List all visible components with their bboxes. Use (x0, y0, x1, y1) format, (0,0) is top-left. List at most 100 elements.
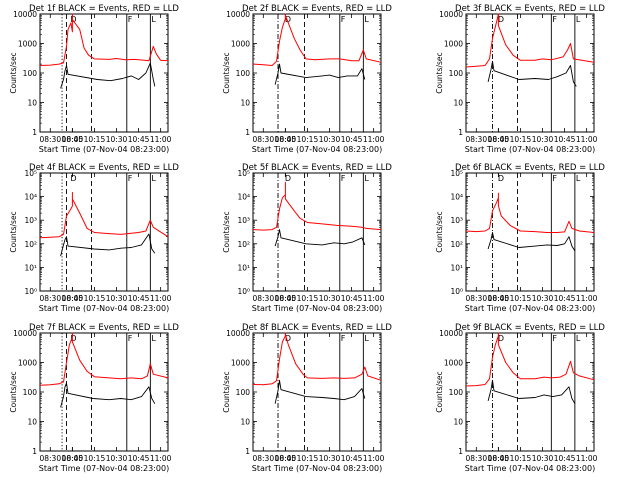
x-tick-label: 10:15 (297, 135, 319, 144)
black-series-line (487, 232, 576, 252)
x-tick-label: 10:45 (128, 294, 150, 303)
y-tick-label: 100 (23, 388, 38, 397)
y-tick-label: 10000 (439, 10, 463, 19)
y-tick-label: 10¹ (24, 263, 37, 272)
y-tick-label: 10 (240, 99, 250, 108)
black-series-line (60, 382, 156, 408)
y-tick-label: 1000 (231, 359, 250, 368)
x-tick-label: 08:30 (465, 454, 487, 463)
y-tick-label: 1000 (18, 359, 37, 368)
y-tick-label: 10 (27, 99, 37, 108)
x-axis-label: Start Time (07-Nov-04 08:23:00) (465, 304, 595, 313)
x-tick-label: 10:00 (275, 294, 297, 303)
y-tick-label: 1 (245, 128, 250, 137)
x-tick-label: 10:00 (488, 294, 510, 303)
plot-frame (39, 332, 169, 452)
x-tick-label: 10:15 (297, 294, 319, 303)
x-tick-label: 08:30 (465, 135, 487, 144)
x-axis-label: Start Time (07-Nov-04 08:23:00) (39, 464, 169, 473)
x-tick-label: 08:30 (252, 135, 274, 144)
x-tick-label: 11:00 (576, 135, 598, 144)
x-tick-label: 10:30 (319, 454, 341, 463)
plot-frame (39, 172, 169, 292)
x-tick-label: 10:45 (341, 135, 363, 144)
detector-panel-5: Det 5f BLACK = Events, RED = LLD 10⁰ 10¹ 10… (222, 163, 392, 313)
x-tick-label: 11:00 (576, 294, 598, 303)
x-tick-label: 10:00 (275, 135, 297, 144)
x-tick-label: 08:45 (275, 135, 297, 144)
chart-title: Det 7f BLACK = Events, RED = LLD (29, 323, 179, 333)
x-tick-label: 10:30 (319, 135, 341, 144)
chart-title: Det 2f BLACK = Events, RED = LLD (242, 4, 392, 14)
y-tick-label: 10⁰ (24, 287, 37, 296)
black-series-line (274, 379, 366, 404)
x-tick-label: 10:30 (532, 135, 554, 144)
red-series-line (252, 13, 382, 66)
red-series-line (39, 13, 169, 66)
x-axis-label: Start Time (07-Nov-04 08:23:00) (465, 464, 595, 473)
detector-panel-8: Det 8f BLACK = Events, RED = LLD 1 10 100 10… (222, 323, 392, 473)
marker-letter: D (70, 174, 76, 183)
marker-letter: D (285, 174, 291, 183)
y-tick-label: 100 (449, 69, 464, 78)
x-tick-label: 10:15 (510, 294, 532, 303)
x-tick-label: 10:30 (106, 135, 128, 144)
x-tick-label: 10:30 (106, 294, 128, 303)
marker-letter: L (576, 174, 581, 183)
y-tick-label: 10000 (439, 329, 463, 338)
x-axis-label: Start Time (07-Nov-04 08:23:00) (465, 145, 595, 154)
x-tick-label: 08:45 (488, 135, 510, 144)
x-tick-label: 10:00 (275, 454, 297, 463)
x-tick-label: 10:00 (488, 454, 510, 463)
y-tick-label: 10³ (450, 216, 463, 225)
marker-letter: F (128, 334, 133, 343)
y-tick-label: 10⁵ (237, 169, 250, 178)
x-tick-label: 10:00 (62, 454, 84, 463)
detector-panel-4: Det 4f BLACK = Events, RED = LLD 10⁰ 10¹ 10… (9, 163, 179, 313)
y-tick-label: 10 (27, 418, 37, 427)
x-tick-label: 11:00 (150, 135, 172, 144)
marker-letter: L (364, 174, 369, 183)
x-tick-label: 10:30 (106, 454, 128, 463)
marker-letter: D (285, 15, 291, 24)
x-tick-label: 10:45 (341, 454, 363, 463)
y-tick-label: 10² (24, 240, 37, 249)
red-series-line (465, 13, 595, 68)
detector-panel-9: Det 9f BLACK = Events, RED = LLD 1 10 100 10… (435, 323, 605, 473)
x-axis-label: Start Time (07-Nov-04 08:23:00) (252, 145, 382, 154)
plot-frame (39, 13, 169, 133)
plot-frame (252, 13, 382, 133)
x-tick-label: 08:45 (488, 454, 510, 463)
x-tick-label: 10:30 (532, 294, 554, 303)
red-series-line (39, 191, 169, 239)
y-tick-label: 1000 (444, 359, 463, 368)
y-tick-label: 10 (453, 418, 463, 427)
black-series-line (487, 379, 576, 404)
y-tick-label: 10 (453, 99, 463, 108)
y-tick-label: 10000 (226, 10, 250, 19)
x-tick-label: 11:00 (150, 294, 172, 303)
y-axis-label: Counts/sec (222, 52, 231, 93)
chart-title: Det 1f BLACK = Events, RED = LLD (29, 4, 179, 14)
red-series-line (39, 332, 169, 386)
x-tick-label: 08:30 (252, 294, 274, 303)
marker-letter: F (552, 174, 557, 183)
detector-panel-1: Det 1f BLACK = Events, RED = LLD 1 10 100 10… (9, 4, 179, 154)
x-tick-label: 10:00 (62, 135, 84, 144)
x-tick-label: 10:45 (341, 294, 363, 303)
black-series-line (60, 62, 156, 89)
x-axis-label: Start Time (07-Nov-04 08:23:00) (252, 304, 382, 313)
marker-letter: D (70, 334, 76, 343)
x-tick-label: 10:30 (532, 454, 554, 463)
chart-title: Det 3f BLACK = Events, RED = LLD (455, 4, 605, 14)
y-tick-label: 10² (450, 240, 463, 249)
marker-letter: D (498, 334, 504, 343)
detector-panel-7: Det 7f BLACK = Events, RED = LLD 1 10 100 10… (9, 323, 179, 473)
y-tick-label: 100 (236, 69, 251, 78)
marker-letter: F (341, 174, 346, 183)
y-tick-label: 10¹ (237, 263, 250, 272)
y-axis-label: Counts/sec (435, 371, 444, 412)
x-tick-label: 10:45 (128, 454, 150, 463)
y-tick-label: 1 (458, 128, 463, 137)
y-axis-label: Counts/sec (9, 371, 18, 412)
